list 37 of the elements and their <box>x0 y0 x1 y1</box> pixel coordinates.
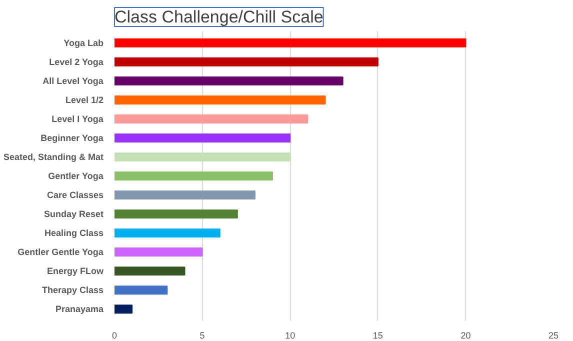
x-tick-label: 10 <box>285 330 296 340</box>
bar <box>114 286 168 295</box>
x-tick-label: 20 <box>460 330 471 340</box>
bar <box>114 172 274 180</box>
bar <box>114 304 133 314</box>
bar <box>114 152 291 162</box>
bar <box>114 266 186 276</box>
y-tick-label: Level 1/2 <box>65 94 104 105</box>
x-tick-label: 25 <box>548 330 559 340</box>
y-tick-label: Beginner Yoga <box>40 132 104 143</box>
y-tick-label: Pranayama <box>55 304 104 314</box>
bar <box>114 114 308 124</box>
bar <box>114 228 220 238</box>
chart-title: Class Challenge/Chill Scale <box>114 8 324 26</box>
x-tick-label: 15 <box>372 330 383 340</box>
y-tick-label: Therapy Class <box>42 285 104 296</box>
bar <box>114 133 291 142</box>
y-tick-label: All Level Yoga <box>42 76 104 86</box>
bar <box>114 95 326 104</box>
bar <box>114 38 466 48</box>
y-tick-label: Seated, Standing & Mat <box>3 152 104 162</box>
y-tick-label: Yoga Lab <box>64 38 104 48</box>
y-tick-label: Care Classes <box>46 190 104 200</box>
bar <box>114 190 256 200</box>
bar <box>114 76 344 86</box>
y-tick-label: Level 2 Yoga <box>49 56 104 67</box>
y-tick-label: Energy FLow <box>46 266 104 276</box>
y-tick-label: Gentler Yoga <box>48 171 104 181</box>
bar <box>114 248 203 257</box>
x-tick-label: 5 <box>200 330 205 340</box>
y-tick-label: Level I Yoga <box>52 114 104 124</box>
y-tick-label: Gentler Gentle Yoga <box>18 247 104 258</box>
x-tick-label: 0 <box>112 330 118 340</box>
y-tick-label: Sunday Reset <box>44 209 104 220</box>
bar <box>114 57 378 66</box>
y-tick-label: Healing Class <box>44 228 104 238</box>
bar <box>114 210 238 219</box>
